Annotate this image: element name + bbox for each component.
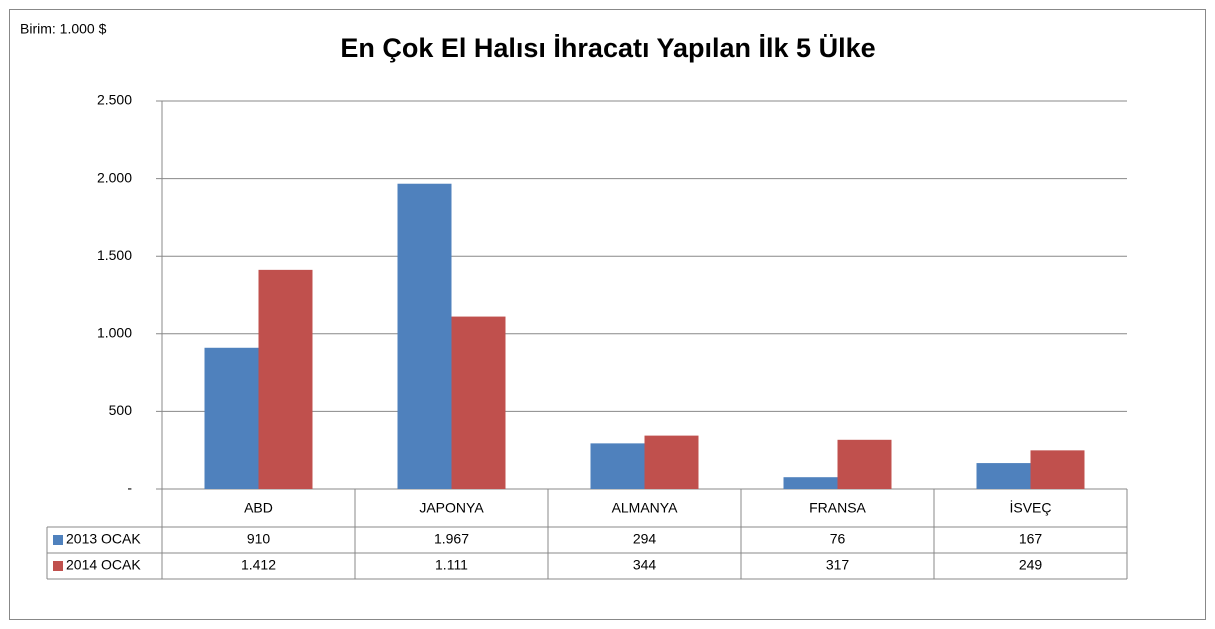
bar — [783, 477, 838, 489]
y-tick-label: 2.500 — [97, 92, 132, 108]
x-tick-label: FRANSA — [809, 500, 866, 516]
y-tick-label: 1.500 — [97, 247, 132, 263]
legend-label: 2014 OCAK — [66, 557, 141, 573]
table-value: 1.111 — [435, 557, 468, 573]
table-value: 344 — [633, 557, 657, 573]
bar — [590, 443, 645, 489]
bar — [644, 435, 699, 489]
bar — [258, 269, 313, 489]
legend-label: 2013 OCAK — [66, 531, 141, 547]
table-value: 167 — [1019, 531, 1043, 547]
chart-title: En Çok El Halısı İhracatı Yapılan İlk 5 … — [340, 33, 875, 63]
y-tick-label: 500 — [109, 402, 133, 418]
table-value: 1.967 — [434, 531, 469, 547]
x-tick-label: ALMANYA — [612, 500, 679, 516]
table-value: 910 — [247, 531, 271, 547]
y-tick-label: - — [127, 480, 132, 496]
x-tick-label: ABD — [244, 500, 273, 516]
bar — [397, 183, 452, 489]
bar — [204, 347, 259, 489]
bar — [976, 463, 1031, 489]
bar — [1030, 450, 1085, 489]
bar — [837, 439, 892, 489]
x-tick-label: JAPONYA — [419, 500, 484, 516]
chart-frame — [9, 9, 1206, 620]
table-value: 294 — [633, 531, 657, 547]
x-tick-label: İSVEÇ — [1009, 499, 1051, 516]
legend-key — [53, 535, 63, 545]
table-value: 317 — [826, 557, 850, 573]
unit-note: Birim: 1.000 $ — [20, 21, 107, 37]
bar — [451, 316, 506, 489]
table-value: 249 — [1019, 557, 1043, 573]
table-value: 76 — [830, 531, 846, 547]
table-value: 1.412 — [241, 557, 276, 573]
y-tick-label: 1.000 — [97, 325, 132, 341]
legend-key — [53, 561, 63, 571]
y-tick-label: 2.000 — [97, 169, 132, 185]
